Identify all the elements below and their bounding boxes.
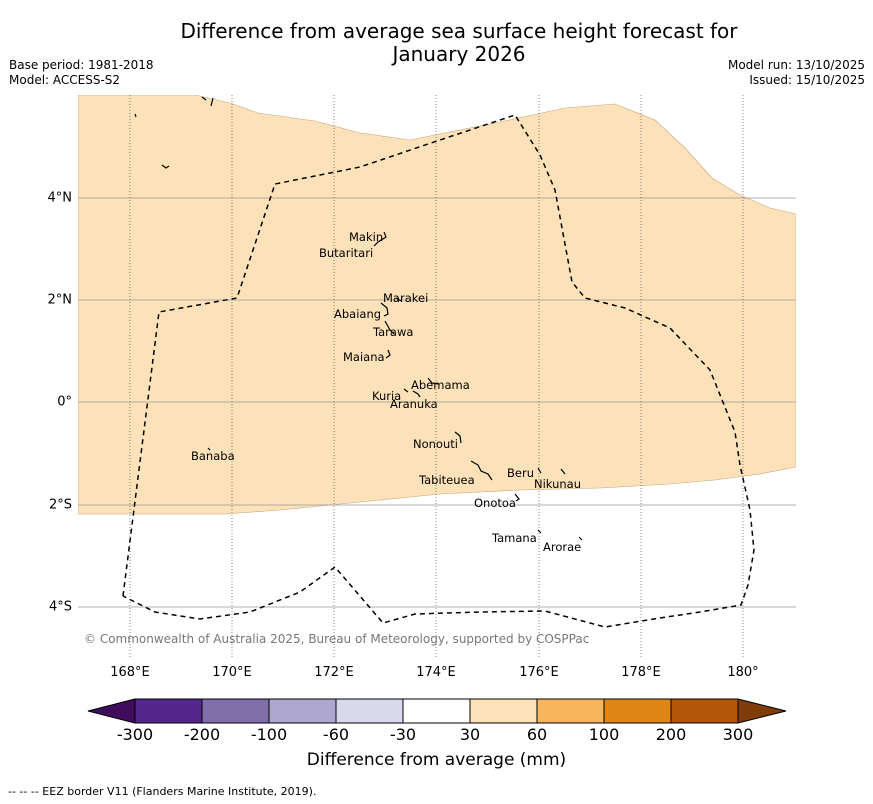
island-label: Tarawa: [372, 325, 413, 339]
colorbar-swatch: [603, 698, 672, 724]
colorbar-swatch: [134, 698, 203, 724]
colorbar-tick: -30: [389, 725, 417, 744]
colorbar-swatch: [335, 698, 404, 724]
model-name: Model: ACCESS-S2: [9, 73, 121, 87]
title-line-2: January 2026: [392, 42, 526, 66]
lon-tick: 170°E: [212, 665, 252, 680]
colorbar-tick: -100: [250, 725, 288, 744]
colorbar-tick: 60: [526, 725, 548, 744]
issued-date: Issued: 15/10/2025: [749, 73, 865, 87]
copyright-notice: © Commonwealth of Australia 2025, Bureau…: [84, 632, 590, 646]
eez-border: [122, 114, 755, 628]
colorbar-tick: 100: [588, 725, 620, 744]
meta-left: Base period: 1981-2018 Model: ACCESS-S2: [9, 58, 154, 88]
meta-right: Model run: 13/10/2025 Issued: 15/10/2025: [728, 58, 865, 88]
island-label: Tabiteuea: [418, 473, 475, 487]
island-label: Butaritari: [319, 246, 373, 260]
colorbar-swatch: [670, 698, 739, 724]
colorbar-swatch: [201, 698, 270, 724]
lat-tick: 2°S: [48, 497, 72, 513]
lat-tick: 4°N: [47, 190, 73, 206]
lat-tick: 2°N: [47, 292, 73, 308]
island-label: Kuria: [372, 389, 401, 403]
colorbar-tick: -60: [322, 725, 350, 744]
colorbar-swatch: [268, 698, 337, 724]
island-label: Abemama: [411, 378, 470, 392]
island-label: Banaba: [191, 449, 235, 463]
meridians: [129, 95, 744, 658]
colorbar-label: Difference from average (mm): [306, 750, 567, 770]
colorbar-tick: 300: [722, 725, 754, 744]
colorbar-swatch: [469, 698, 538, 724]
lon-tick: 172°E: [314, 665, 354, 680]
island-label: Tamana: [491, 531, 537, 545]
lon-tick: 180°: [727, 665, 759, 680]
island-label: Nonouti: [413, 437, 458, 451]
base-period: Base period: 1981-2018: [9, 58, 154, 72]
lon-tick: 168°E: [110, 665, 150, 680]
colorbar-swatch: [536, 698, 605, 724]
chart-title: Difference from average sea surface heig…: [0, 20, 873, 66]
island-label: Abaiang: [334, 307, 381, 321]
island-label: Aranuka: [390, 397, 438, 411]
coastlines: [134, 96, 583, 541]
lat-tick: 4°S: [48, 599, 72, 615]
island-label: Onotoa: [474, 496, 516, 510]
title-line-1: Difference from average sea surface heig…: [180, 19, 738, 43]
colorbar-swatch: [402, 698, 471, 724]
lon-tick: 176°E: [519, 665, 559, 680]
gridlines: [78, 197, 796, 608]
colorbar-tick: 30: [459, 725, 481, 744]
island-label: Marakei: [383, 291, 428, 305]
colorbar-tick: 200: [655, 725, 687, 744]
model-run: Model run: 13/10/2025: [727, 58, 865, 72]
lon-tick: 178°E: [621, 665, 661, 680]
colorbar-tick: -300: [116, 725, 154, 744]
lat-tick: 0°: [57, 394, 72, 410]
island-label: Nikunau: [534, 477, 581, 491]
colorbar-extend-low: [87, 698, 136, 724]
colorbar-tick: -200: [183, 725, 221, 744]
island-labels: Makin Butaritari Marakei Abaiang Tarawa …: [191, 230, 581, 554]
island-label: Arorae: [543, 540, 581, 554]
island-label: Beru: [507, 466, 534, 480]
island-label: Makin: [349, 230, 383, 244]
lon-tick: 174°E: [416, 665, 456, 680]
eez-legend-note: -- -- -- EEZ border V11 (Flanders Marine…: [8, 785, 317, 798]
island-label: Maiana: [343, 350, 385, 364]
colorbar: [87, 698, 787, 724]
colorbar-extend-high: [737, 698, 787, 724]
anomaly-region-30-60: [78, 95, 796, 515]
